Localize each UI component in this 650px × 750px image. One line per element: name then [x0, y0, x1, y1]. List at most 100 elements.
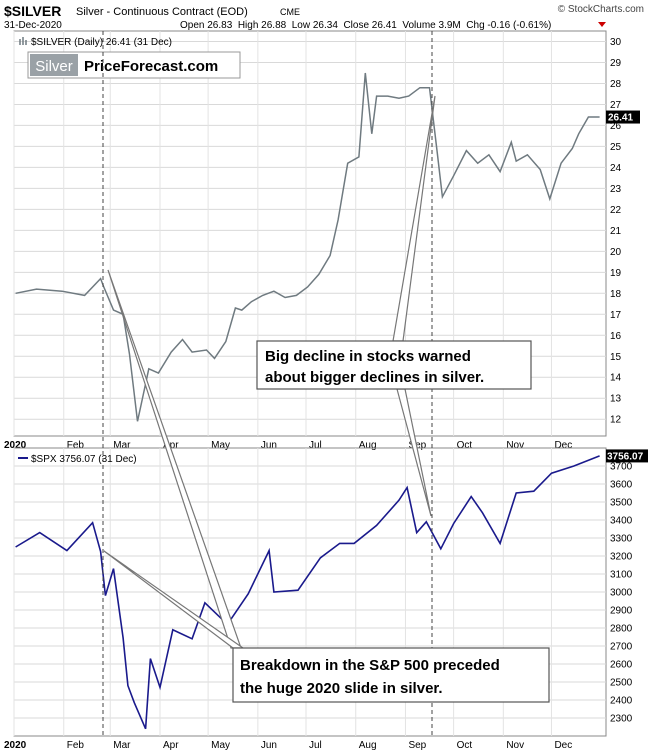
silver-x-tick-label: Feb: [67, 440, 85, 451]
silver-x-tick-label: Dec: [554, 440, 572, 451]
silver-y-tick-label: 20: [610, 247, 622, 258]
silver-y-tick-label: 16: [610, 331, 622, 342]
symbol-name: Silver - Continuous Contract (EOD): [76, 6, 248, 18]
silver-legend: $SILVER (Daily) 26.41 (31 Dec): [19, 37, 172, 48]
logo-left-bg: [30, 54, 78, 76]
spx-y-tick-label: 3100: [610, 570, 633, 581]
callout-sp-line1: Breakdown in the S&P 500 preceded: [240, 657, 500, 674]
silver-last-value-text: 26.41: [608, 113, 633, 124]
spx-x-tick-label: May: [211, 740, 230, 750]
spx-y-tick-label: 2900: [610, 606, 633, 617]
spx-x-tick-label: Aug: [359, 740, 377, 750]
silver-series-line: [15, 72, 600, 422]
spx-x-tick-label: Jul: [309, 740, 322, 750]
silver-y-tick-label: 23: [610, 184, 622, 195]
spx-y-tick-label: 3400: [610, 516, 633, 527]
callout-sp: Breakdown in the S&P 500 preceded the hu…: [232, 647, 550, 703]
silver-x-tick-label: Aug: [359, 440, 377, 451]
spx-y-tick-label: 3500: [610, 498, 633, 509]
silver-x-tick-label: Nov: [506, 440, 524, 451]
silver-x-tick-label: Jun: [261, 440, 277, 451]
silver-y-tick-label: 24: [610, 163, 622, 174]
spx-last-value-tag: 3756.07: [606, 449, 648, 463]
silver-x-tick-label: May: [211, 440, 230, 451]
callout-pointers: [103, 95, 436, 649]
spx-x-tick-label: Sep: [408, 740, 426, 750]
callout-stocks-line2: about bigger declines in silver.: [265, 369, 484, 386]
pointer-stocks-to-silver: [392, 95, 436, 342]
spx-last-value-text: 3756.07: [607, 451, 644, 462]
silver-y-tick-label: 30: [610, 37, 622, 48]
spx-y-tick-label: 3300: [610, 534, 633, 545]
silver-y-tick-label: 28: [610, 79, 622, 90]
spx-y-tick-label: 2800: [610, 624, 633, 635]
spx-y-tick-label: 2500: [610, 678, 633, 689]
spx-y-tick-label: 3600: [610, 480, 633, 491]
spx-x-tick-label: Feb: [67, 740, 85, 750]
spx-y-tick-label: 3200: [610, 552, 633, 563]
watermark: © StockCharts.com: [558, 4, 644, 15]
callout-stocks-box: [256, 340, 532, 390]
spx-y-tick-label: 2600: [610, 660, 633, 671]
spx-y-tick-label: 3700: [610, 462, 633, 473]
silver-y-tick-label: 21: [610, 226, 622, 237]
spx-last-value-bg: [606, 449, 648, 463]
silver-y-axis: 12 13 14 15 16 17 18 19 20 21 22 23 24 25 26 27 28 29 30: [610, 37, 622, 426]
spx-y-tick-label: 3000: [610, 588, 633, 599]
spx-y-tick-label: 2700: [610, 642, 633, 653]
silver-x-tick-label: Apr: [163, 440, 179, 451]
silver-x-tick-label: Sep: [408, 440, 426, 451]
symbol-title: $SILVER: [4, 3, 61, 19]
callout-sp-box: [232, 647, 550, 703]
callout-stocks-line1: Big decline in stocks warned: [265, 348, 471, 365]
silver-y-tick-label: 25: [610, 142, 622, 153]
spx-x-tick-label: Dec: [554, 740, 572, 750]
pointer-stocks-to-spx: [396, 388, 432, 517]
spx-x-tick-label: Apr: [163, 740, 179, 750]
silver-y-tick-label: 13: [610, 394, 622, 405]
legend-bar-icon: [19, 37, 27, 45]
silver-last-value-tag: 26.41: [606, 110, 640, 124]
silver-x-tick-label: Oct: [457, 440, 473, 451]
silver-y-tick-label: 26: [610, 121, 622, 132]
silver-x-axis: 2020 Feb Mar Apr May Jun Jul Aug Sep Oct Nov Dec: [4, 440, 572, 451]
chg-down-arrow-icon: [598, 22, 606, 27]
silver-x-tick-label: Jul: [309, 440, 322, 451]
silver-legend-text: $SILVER (Daily) 26.41 (31 Dec): [31, 37, 172, 48]
spx-y-tick-label: 2300: [610, 714, 633, 725]
spx-panel: 2300 2400 2500 2600 2700 2800 2900 3000 3100 3200…: [4, 447, 648, 750]
silver-last-value-bg: [606, 110, 640, 124]
silver-y-tick-label: 15: [610, 352, 622, 363]
callout-sp-line2: the huge 2020 slide in silver.: [240, 680, 443, 697]
spx-legend-text: $SPX 3756.07 (31 Dec): [31, 454, 137, 465]
silver-y-tick-label: 18: [610, 289, 622, 300]
logo-left-text: Silver: [35, 58, 73, 75]
spx-x-tick-label: Oct: [457, 740, 473, 750]
silver-y-tick-label: 29: [610, 58, 622, 69]
silver-x-tick-label: 2020: [4, 440, 27, 451]
ohlc-readout: Open 26.83 High 26.88 Low 26.34 Close 26…: [180, 20, 551, 31]
spx-y-axis: 2300 2400 2500 2600 2700 2800 2900 3000 3100 3200…: [610, 462, 633, 725]
spx-x-tick-label: 2020: [4, 740, 27, 750]
date-label: 31-Dec-2020: [4, 20, 62, 31]
callout-stocks: Big decline in stocks warned about bigge…: [256, 340, 532, 390]
spx-x-tick-label: Nov: [506, 740, 524, 750]
silver-y-tick-label: 12: [610, 415, 622, 426]
silver-y-tick-label: 19: [610, 268, 622, 279]
exchange-label: CME: [280, 7, 300, 17]
spx-x-tick-label: Jun: [261, 740, 277, 750]
spx-legend: $SPX 3756.07 (31 Dec): [18, 454, 137, 465]
spx-x-axis: 2020 Feb Mar Apr May Jun Jul Aug Sep Oct Nov Dec: [4, 740, 572, 750]
spx-series-line: [15, 455, 600, 730]
silver-y-tick-label: 22: [610, 205, 622, 216]
spx-x-tick-label: Mar: [113, 740, 131, 750]
silver-y-tick-label: 14: [610, 373, 622, 384]
silver-y-tick-label: 27: [610, 100, 622, 111]
spx-y-tick-label: 2400: [610, 696, 633, 707]
chart-header: $SILVER Silver - Continuous Contract (EO…: [4, 3, 644, 31]
silver-y-tick-label: 17: [610, 310, 622, 321]
logo-right-text: PriceForecast.com: [84, 58, 218, 75]
silver-x-tick-label: Mar: [113, 440, 131, 451]
logo-box: Silver PriceForecast.com: [27, 51, 241, 79]
